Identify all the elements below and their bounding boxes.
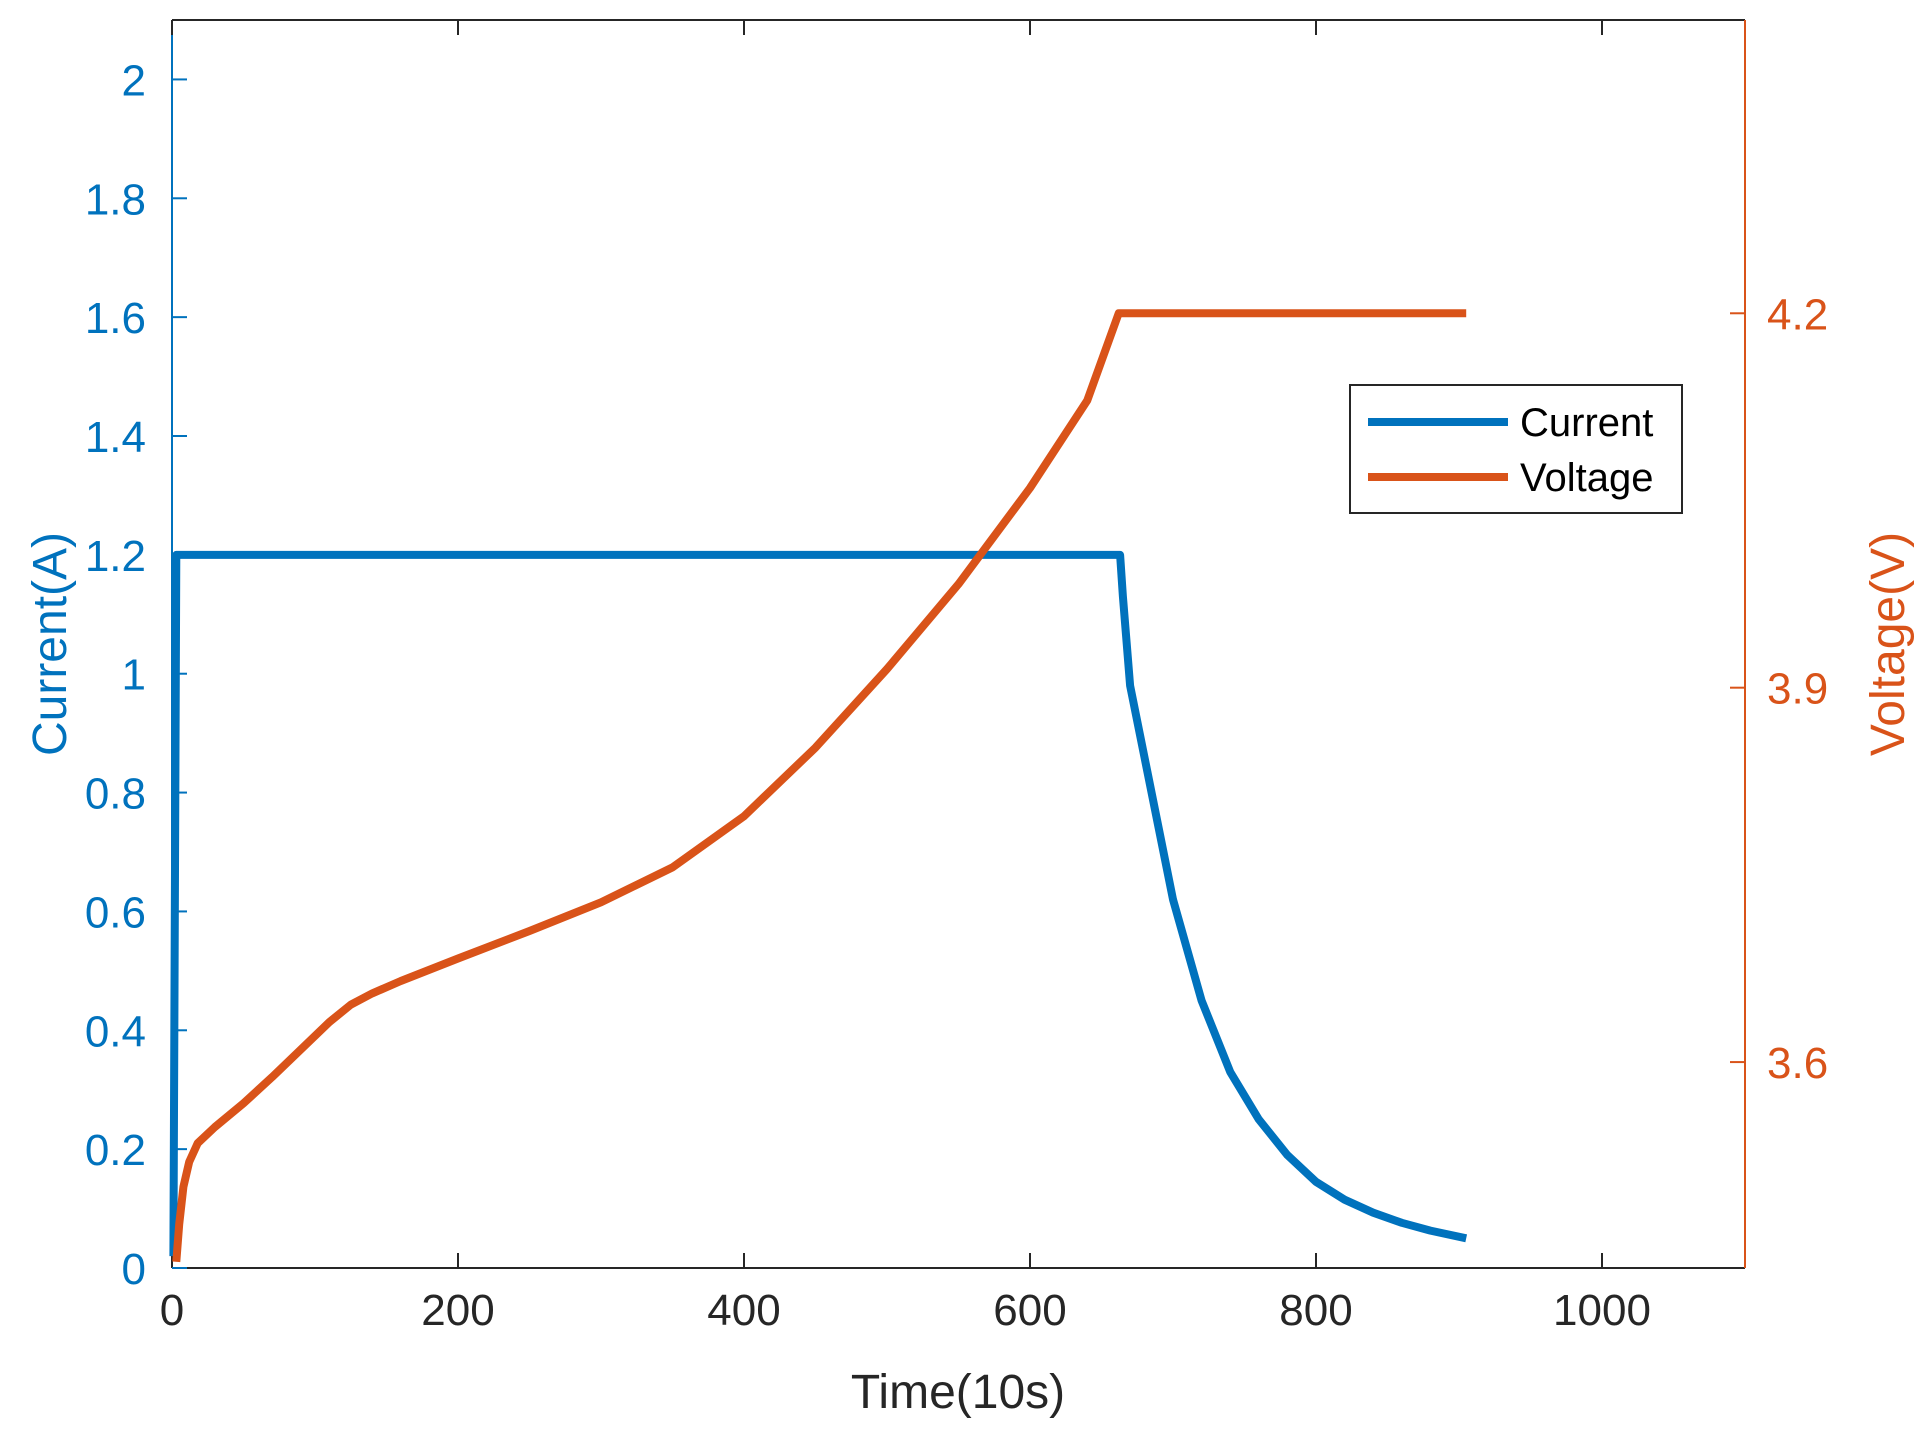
left-y-tick-label-0-8: 0.8 [85,770,146,819]
x-tick-label-800: 800 [1279,1286,1352,1335]
right-y-tick-label-3-6: 3.6 [1767,1039,1828,1088]
left-y-tick-label-0-2: 0.2 [85,1126,146,1175]
series-line-current [169,550,1468,1257]
right-y-tick-label-4-2: 4.2 [1767,290,1828,339]
x-axis-ticks: 0 200 400 600 800 1000 [160,20,1651,1335]
x-tick-label-200: 200 [421,1286,494,1335]
left-y-tick-label-2: 2 [122,56,146,105]
left-y-tick-label-0: 0 [122,1245,146,1294]
left-y-tick-label-1-6: 1.6 [85,294,146,343]
legend-label-current: Current [1520,401,1653,445]
left-y-axis-title: Current(A) [24,532,77,756]
x-axis-title: Time(10s) [851,1366,1065,1419]
left-y-tick-label-1-2: 1.2 [85,532,146,581]
legend-label-voltage: Voltage [1520,456,1653,500]
x-tick-label-1000: 1000 [1553,1286,1651,1335]
legend: Current Voltage [1349,384,1683,514]
left-y-axis-ticks: 0 0.2 0.4 0.6 0.8 1 1.2 1.4 1.6 1.8 2 [85,56,187,1294]
right-y-axis-ticks: 3.6 3.9 4.2 [1730,290,1828,1088]
left-y-tick-label-1: 1 [122,651,146,700]
series-layer [169,309,1468,1263]
right-y-axis-title: Voltage(V) [1862,532,1915,756]
left-y-tick-label-1-4: 1.4 [85,413,146,462]
left-y-tick-label-1-8: 1.8 [85,175,146,224]
legend-box [1349,384,1683,514]
left-y-tick-label-0-4: 0.4 [85,1007,146,1056]
x-tick-label-0: 0 [160,1286,184,1335]
right-y-tick-label-3-9: 3.9 [1767,665,1828,714]
x-tick-label-600: 600 [993,1286,1066,1335]
x-tick-label-400: 400 [707,1286,780,1335]
series-line-voltage [172,309,1467,1263]
left-y-tick-label-0-6: 0.6 [85,888,146,937]
